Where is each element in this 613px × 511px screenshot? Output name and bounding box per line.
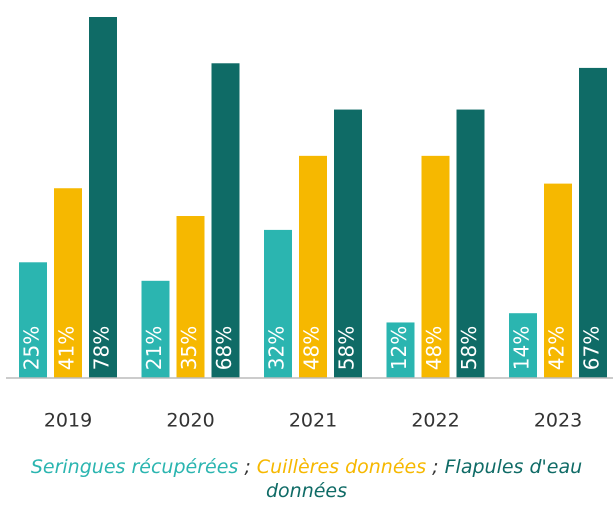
legend-entry: Cuillères données <box>256 456 427 478</box>
data-label: 42% <box>545 326 569 370</box>
data-label: 21% <box>142 326 166 370</box>
bar <box>334 109 362 379</box>
data-label: 35% <box>177 326 201 370</box>
legend-entry: Flapules d'eau données <box>265 456 583 502</box>
bar <box>509 313 537 378</box>
data-label: 78% <box>90 326 114 370</box>
data-label: 48% <box>300 326 324 370</box>
legend: Seringues récupérées ; Cuillères données… <box>0 455 613 503</box>
data-label: 41% <box>55 326 79 370</box>
bar <box>89 17 117 378</box>
bar <box>54 188 82 378</box>
x-tick-label: 2021 <box>289 410 337 432</box>
bar <box>176 216 205 378</box>
x-tick-label: 2023 <box>534 410 582 432</box>
bar <box>579 67 607 379</box>
data-label: 32% <box>265 326 289 370</box>
bar <box>211 63 240 379</box>
x-tick-label: 2020 <box>166 410 214 432</box>
bar <box>456 109 485 379</box>
data-label: 67% <box>580 326 604 370</box>
legend-separator: ; <box>244 456 251 478</box>
legend-entry: Seringues récupérées <box>30 456 239 478</box>
bar <box>264 229 292 378</box>
bar <box>386 322 415 378</box>
data-label: 58% <box>457 326 481 370</box>
data-label: 48% <box>422 326 446 370</box>
bar <box>421 155 450 378</box>
bar <box>299 155 327 378</box>
data-label: 58% <box>335 326 359 370</box>
chart: 25% 41% 78% 2019 21% 35% 68% 2020 32% 48% 58% 2021 1… <box>6 17 613 432</box>
data-label: 14% <box>510 326 534 370</box>
bar <box>19 262 47 378</box>
x-tick-label: 2019 <box>44 410 92 432</box>
x-tick-label: 2022 <box>411 410 459 432</box>
data-label: 25% <box>20 326 44 370</box>
bar <box>141 280 170 378</box>
legend-separator: ; <box>432 456 439 478</box>
bar <box>544 183 572 378</box>
data-label: 12% <box>387 326 411 370</box>
data-label: 68% <box>212 326 236 370</box>
